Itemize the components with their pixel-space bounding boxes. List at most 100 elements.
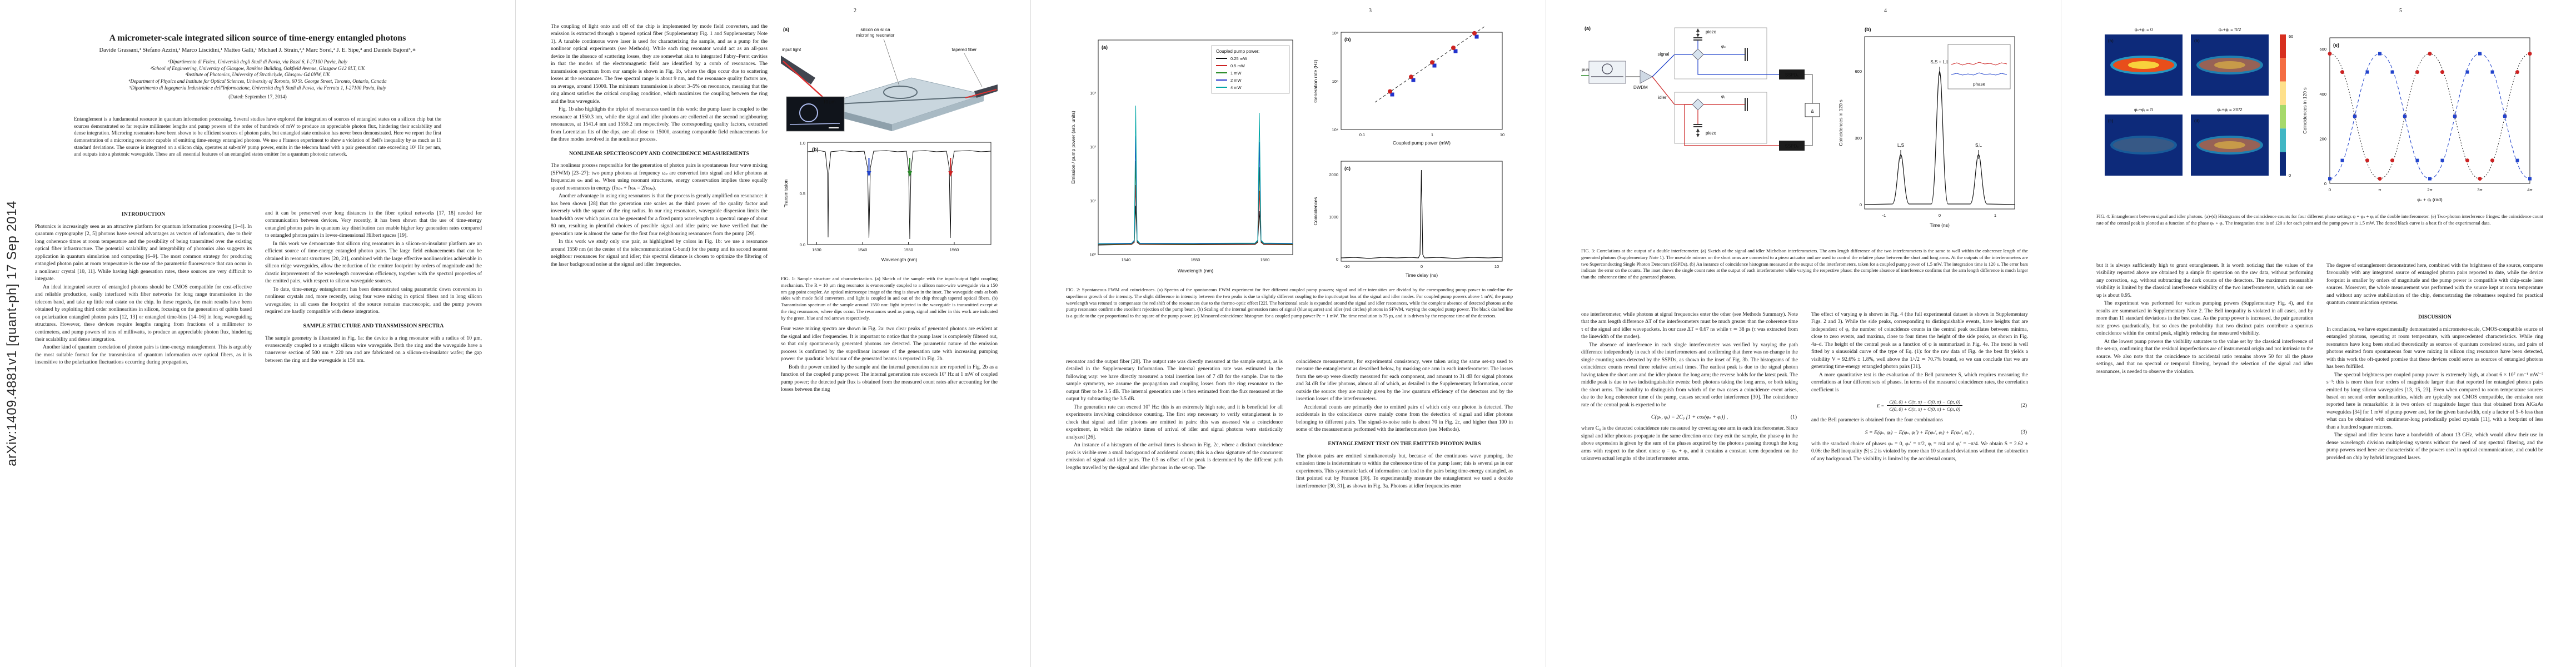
body-paragraph: but it is always sufficiently high to gr… [2096, 263, 2313, 298]
fig3b-axes-labels: -1 0 1 0 300 600 Time (ns) Coincidences … [1838, 69, 1996, 228]
svg-text:0: 0 [1860, 202, 1862, 207]
paper-page-4: 4 (a) pump DWDM signal idler [1546, 0, 2061, 667]
body-paragraph: The nonlinear process responsible for th… [551, 163, 768, 191]
page-number: 4 [1884, 8, 1887, 14]
fig4e-red-series [2328, 52, 2532, 181]
section-heading-introduction: INTRODUCTION [121, 211, 166, 217]
svg-text:3π: 3π [2477, 187, 2482, 192]
fig2b-y-axis-label: Generation rate (Hz) [1313, 59, 1318, 103]
body-paragraph: The absence of interference in each sing… [1581, 342, 1798, 408]
body-paragraph: In conclusion, we have experimentally de… [2326, 326, 2543, 370]
equation-2-numerator: C(0, 0) + C(π, π) − C(0, π) − C(π, 0) [1887, 399, 1962, 406]
arxiv-stamp-text: arXiv:1409.4881v1 [quant-ph] 17 Sep 2014 [4, 201, 19, 466]
svg-text:10²: 10² [1090, 145, 1096, 150]
svg-text:1: 1 [1431, 132, 1433, 137]
svg-text:10³: 10³ [1090, 91, 1096, 96]
body-paragraph: resonator and the output fiber [28]. The… [1066, 359, 1283, 402]
equation-1-number: (1) [1790, 414, 1797, 420]
fig1b-x-axis-label: Wavelength (nm) [881, 257, 918, 262]
body-paragraph: The signal and idler beams have a bandwi… [2326, 432, 2543, 461]
fig2-plots: (a) Coupled pump power: 0.25 mW 0.5 mW 1… [1070, 26, 1504, 278]
coincidence-counter-label: & [1811, 109, 1814, 114]
svg-text:1530: 1530 [812, 247, 821, 252]
body-paragraph: In this work we demonstrate that silicon… [265, 241, 482, 285]
fig4-heatmap-a: φₛ+φᵢ = 0 (a) [2105, 27, 2183, 96]
fig1-material-label-line1: silicon on silica [860, 27, 890, 32]
svg-text:2π: 2π [2427, 187, 2432, 192]
affiliation-line: ⁴Department of Physics and Institute for… [128, 78, 387, 84]
section-heading-nonlinear-spectroscopy: NONLINEAR SPECTROSCOPY AND COINCIDENCE M… [569, 150, 750, 157]
pump-arrow [908, 158, 912, 177]
signal-arrow [866, 158, 871, 177]
equation-1: C(φₛ, φᵢ) = 2C₀ [1 + cos(φₛ + φᵢ)] , (1) [1581, 414, 1798, 420]
svg-text:0.25 mW: 0.25 mW [1230, 56, 1248, 61]
fig2a-axes-labels: 1540 1550 1560 10⁰ 10¹ 10² 10³ Wavelengt… [1070, 91, 1269, 273]
fig1-material-label-line2: microring resonator [856, 33, 895, 38]
colorbar-max-label: 60 [2289, 34, 2293, 39]
fig4e-x-axis-label: φₛ + φᵢ (rad) [2417, 197, 2443, 202]
fig4-heatmap-d: φₛ+φᵢ = 3π/2 (d) [2191, 107, 2269, 176]
colorbar-min-label: 0 [2289, 173, 2291, 178]
svg-text:1560: 1560 [1260, 257, 1270, 262]
fig2b-axes-labels: 0.1 1 10 10⁴ 10⁶ 10⁸ Coupled pump power … [1313, 31, 1504, 146]
fig1-transmission-plot: (b) 1530 15 [783, 141, 991, 262]
body-paragraph: The coupling of light onto and off of th… [551, 24, 768, 104]
svg-text:10: 10 [1494, 264, 1499, 269]
body-paragraph: A more quantitative test is the evaluati… [1811, 372, 2028, 393]
sspd1-label: SSPD₁ [1785, 73, 1799, 78]
body-paragraph: At the lowest pump powers the visibility… [2096, 339, 2313, 375]
svg-text:300: 300 [1855, 136, 1862, 141]
signal-label: signal [1658, 52, 1670, 57]
fig4-entanglement-figure: φₛ+φᵢ = 0 (a) φₛ+φᵢ = π/2 (b) φₛ+φᵢ [2105, 27, 2533, 202]
idler-label: idler [1658, 95, 1666, 100]
affiliation-line: (Dated: September 17, 2014) [228, 94, 287, 100]
affiliation-line: ³Institute of Photonics, University of S… [185, 72, 330, 78]
fig2-panel-b-label: (b) [1344, 37, 1351, 42]
fig2-panel-c-label: (c) [1344, 166, 1351, 171]
fig1-panel-b-label: (b) [812, 147, 819, 152]
section-heading-sample-structure: SAMPLE STRUCTURE AND TRANSMISSION SPECTR… [303, 322, 444, 329]
fig2a-spectra-traces [1098, 105, 1293, 246]
svg-text:1550: 1550 [904, 247, 913, 252]
body-paragraph: Fig. 1b also highlights the triplet of r… [551, 107, 768, 143]
fig3b-x-axis-label: Time (ns) [1930, 222, 1950, 228]
peak-label-left: L,S [1897, 143, 1904, 148]
equation-3-body: S = E(φₛ, φᵢ) − E(φₛ, φᵢ′) + E(φₛ′, φᵢ) … [1865, 429, 1975, 436]
peak-label-center: S,S + L,L [1930, 59, 1949, 64]
body-paragraph: The experiment was performed for various… [2096, 301, 2313, 337]
svg-text:0: 0 [1939, 213, 1941, 218]
svg-text:0.0: 0.0 [800, 242, 805, 247]
page2-left-column: The coupling of light onto and off of th… [551, 23, 768, 640]
svg-text:600: 600 [2319, 47, 2326, 52]
svg-text:1.0: 1.0 [800, 141, 805, 146]
fig3-panel-a-label: (a) [1585, 26, 1591, 31]
fig2a-legend: Coupled pump power: 0.25 mW 0.5 mW 1 mW … [1211, 45, 1290, 94]
equation-3: S = E(φₛ, φᵢ) − E(φₛ, φᵢ′) + E(φₛ′, φᵢ) … [1811, 430, 2028, 436]
page-number: 2 [854, 8, 856, 14]
svg-text:1550: 1550 [1191, 257, 1200, 262]
equation-2-fraction: C(0, 0) + C(π, π) − C(0, π) − C(π, 0) C(… [1887, 399, 1962, 412]
svg-text:0.5 mW: 0.5 mW [1230, 63, 1245, 68]
fig4e-axes-labels: 0 π 2π 3π 4π 0 200 400 600 φₛ + φᵢ (rad)… [2302, 47, 2533, 202]
fig3-panel-b-label: (b) [1865, 27, 1871, 32]
svg-text:10⁴: 10⁴ [1332, 127, 1338, 132]
fig3b-y-axis-label: Coincidences in 120 s [1838, 99, 1843, 146]
body-paragraph: An ideal integrated source of entangled … [35, 284, 252, 342]
svg-text:10¹: 10¹ [1090, 198, 1096, 203]
svg-text:φₛ+φᵢ = 0: φₛ+φᵢ = 0 [2135, 27, 2153, 32]
fig3-caption: FIG. 3: Correlations at the output of a … [1581, 248, 2028, 280]
svg-text:4π: 4π [2527, 187, 2532, 192]
body-paragraph: coincidence measurements, for experiment… [1296, 359, 1513, 402]
page5-right-column: The degree of entanglement demonstrated … [2326, 262, 2543, 640]
svg-text:φₛ+φᵢ = π/2: φₛ+φᵢ = π/2 [2219, 27, 2241, 32]
svg-text:(c): (c) [2108, 118, 2114, 123]
svg-text:(a): (a) [2108, 38, 2114, 43]
svg-text:(d): (d) [2194, 118, 2200, 123]
svg-text:φₛ+φᵢ = 3π/2: φₛ+φᵢ = 3π/2 [2217, 107, 2243, 112]
paper-page-2: 2 The coupling of light onto and off of … [515, 0, 1030, 667]
fig1-input-light-label: input light [782, 47, 801, 52]
affiliation-line: ²School of Engineering, University of Gl… [150, 65, 365, 71]
svg-text:1540: 1540 [858, 247, 868, 252]
peak-label-right: S,L [1975, 143, 1982, 148]
